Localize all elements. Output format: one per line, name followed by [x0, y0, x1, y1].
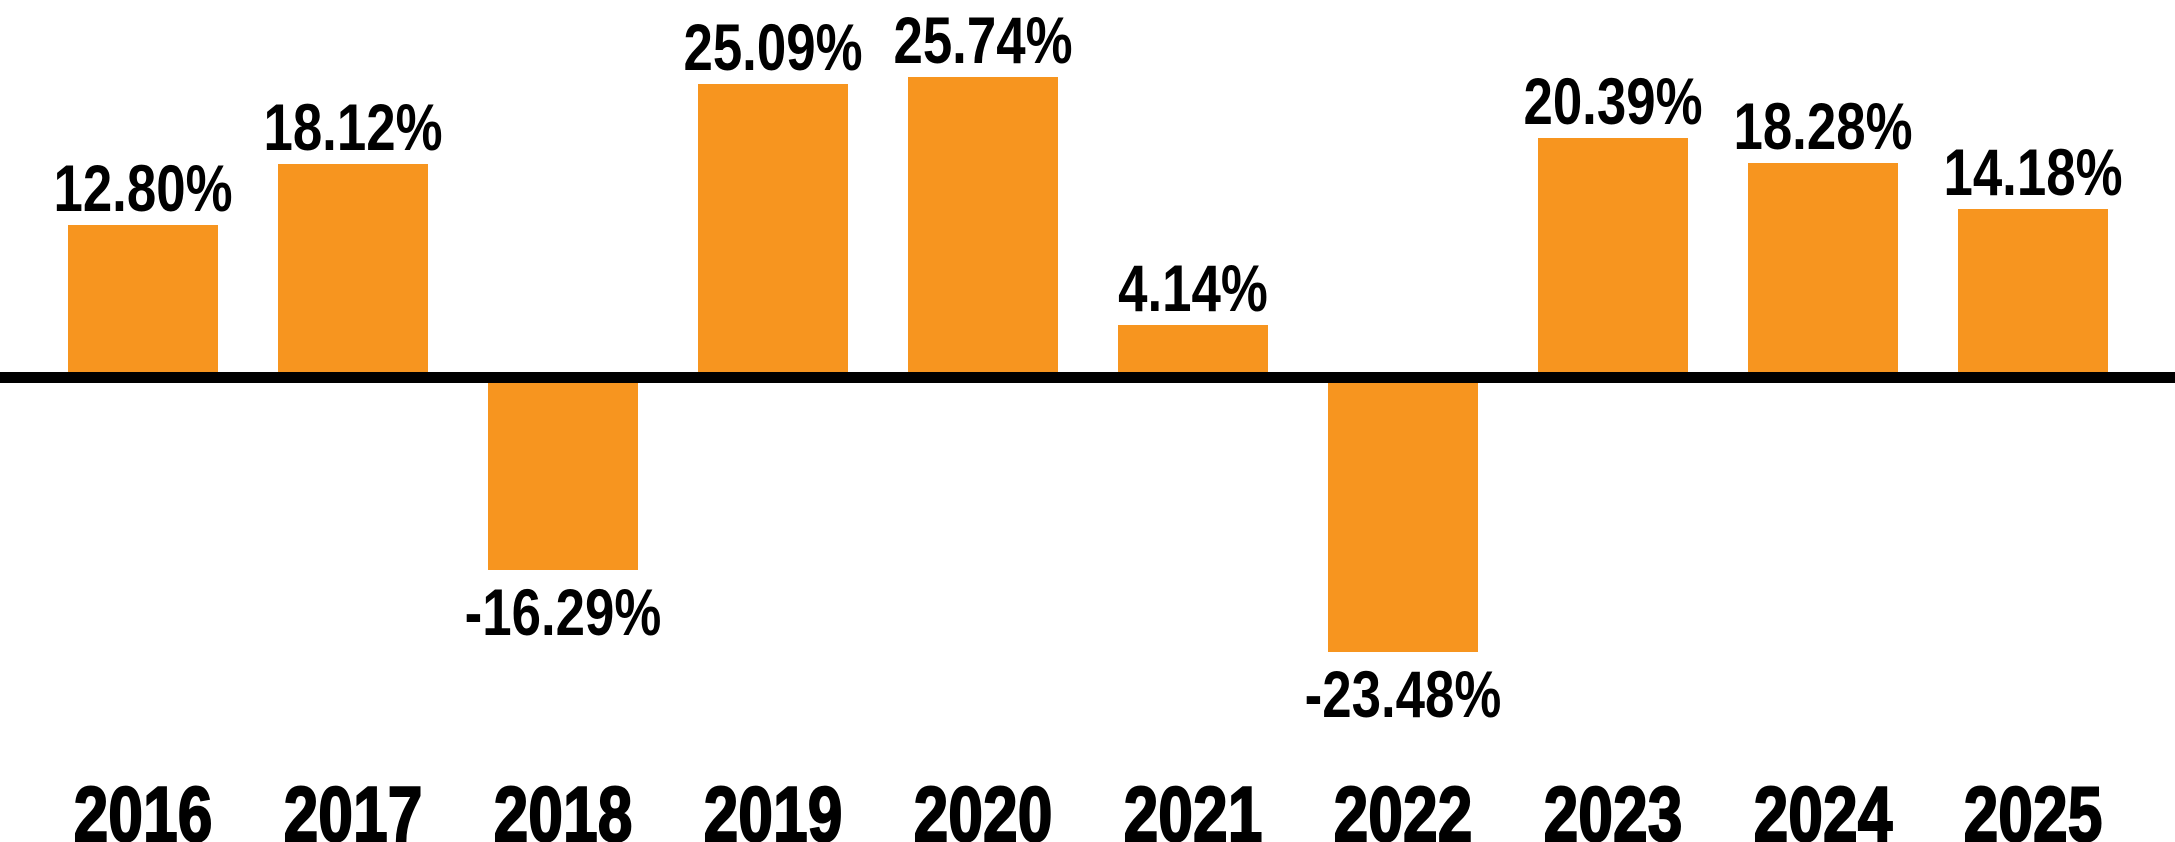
- bar-2016: [68, 225, 218, 372]
- bar-value-label: 18.12%: [263, 90, 443, 164]
- bar-value-label: 18.28%: [1733, 89, 1913, 163]
- x-axis-label: 2020: [913, 770, 1053, 842]
- bar-value-label: 25.09%: [683, 10, 863, 84]
- bar-2024: [1748, 163, 1898, 372]
- bar-2020: [908, 77, 1058, 372]
- x-axis-label: 2019: [703, 770, 843, 842]
- bar-value-label: 20.39%: [1523, 64, 1703, 138]
- x-axis-label: 2024: [1753, 770, 1893, 842]
- bar-value-label: -23.48%: [1304, 657, 1502, 731]
- x-axis-label: 2023: [1543, 770, 1683, 842]
- bar-2022: [1328, 383, 1478, 652]
- zero-axis-line: [0, 372, 2175, 383]
- bar-2025: [1958, 209, 2108, 372]
- bar-value-label: 25.74%: [893, 3, 1073, 77]
- bar-value-label: 14.18%: [1943, 135, 2123, 209]
- x-axis-label: 2018: [493, 770, 633, 842]
- x-axis-label: 2016: [73, 770, 213, 842]
- bar-value-label: 4.14%: [1118, 251, 1268, 325]
- bar-value-label: 12.80%: [53, 151, 233, 225]
- bar-2021: [1118, 325, 1268, 372]
- bar-2018: [488, 383, 638, 570]
- bar-2019: [698, 84, 848, 372]
- x-axis-label: 2025: [1963, 770, 2103, 842]
- bar-2023: [1538, 138, 1688, 372]
- bar-value-label: -16.29%: [464, 575, 662, 649]
- x-axis-label: 2021: [1123, 770, 1263, 842]
- bar-2017: [278, 164, 428, 372]
- x-axis-label: 2017: [283, 770, 423, 842]
- x-axis-label: 2022: [1333, 770, 1473, 842]
